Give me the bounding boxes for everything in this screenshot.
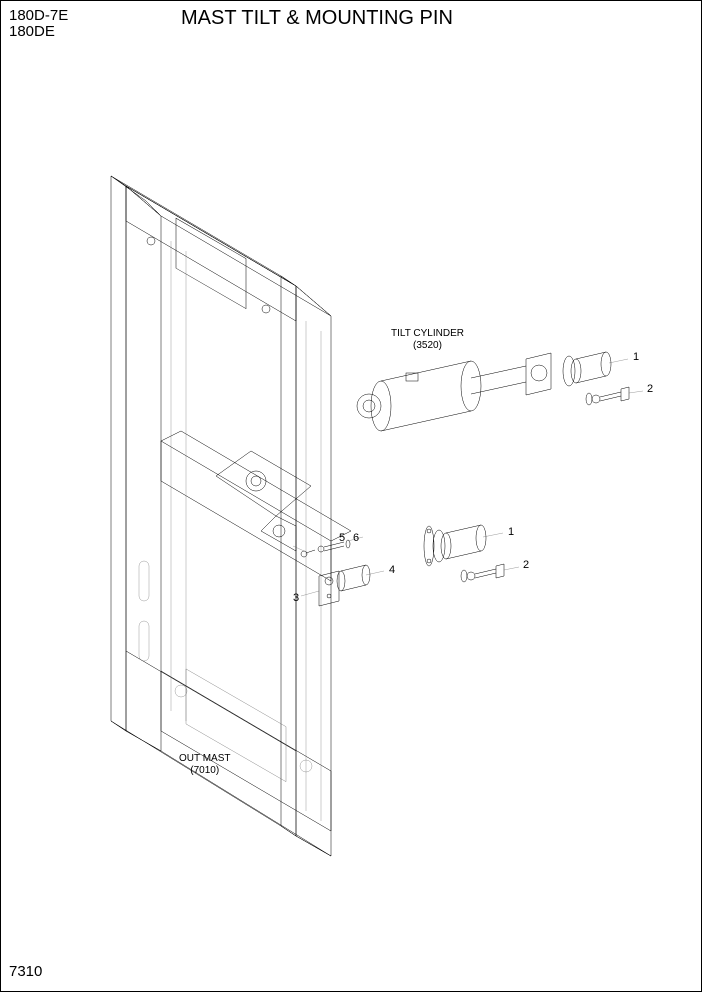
page-title: MAST TILT & MOUNTING PIN <box>181 7 453 30</box>
callout-3: 3 <box>293 592 299 604</box>
exploded-diagram <box>51 131 651 881</box>
out-mast-label: OUT MAST (7010) <box>179 753 230 777</box>
callout-5: 5 <box>339 532 345 544</box>
model-code-1: 180D-7E <box>9 7 68 24</box>
callout-6: 6 <box>353 532 359 544</box>
out-mast-l2: (7010) <box>190 765 219 776</box>
model-code-2: 180DE <box>9 23 55 40</box>
callout-4: 4 <box>389 564 395 576</box>
callout-1-upper: 1 <box>633 351 639 363</box>
page-number: 7310 <box>9 963 42 980</box>
tilt-cyl-l1: TILT CYLINDER <box>391 328 464 339</box>
tilt-cylinder-label: TILT CYLINDER (3520) <box>391 328 464 352</box>
tilt-cyl-l2: (3520) <box>413 340 442 351</box>
callout-1-lower: 1 <box>508 526 514 538</box>
callout-2-lower: 2 <box>523 559 529 571</box>
callout-2-upper: 2 <box>647 383 653 395</box>
out-mast-l1: OUT MAST <box>179 753 230 764</box>
